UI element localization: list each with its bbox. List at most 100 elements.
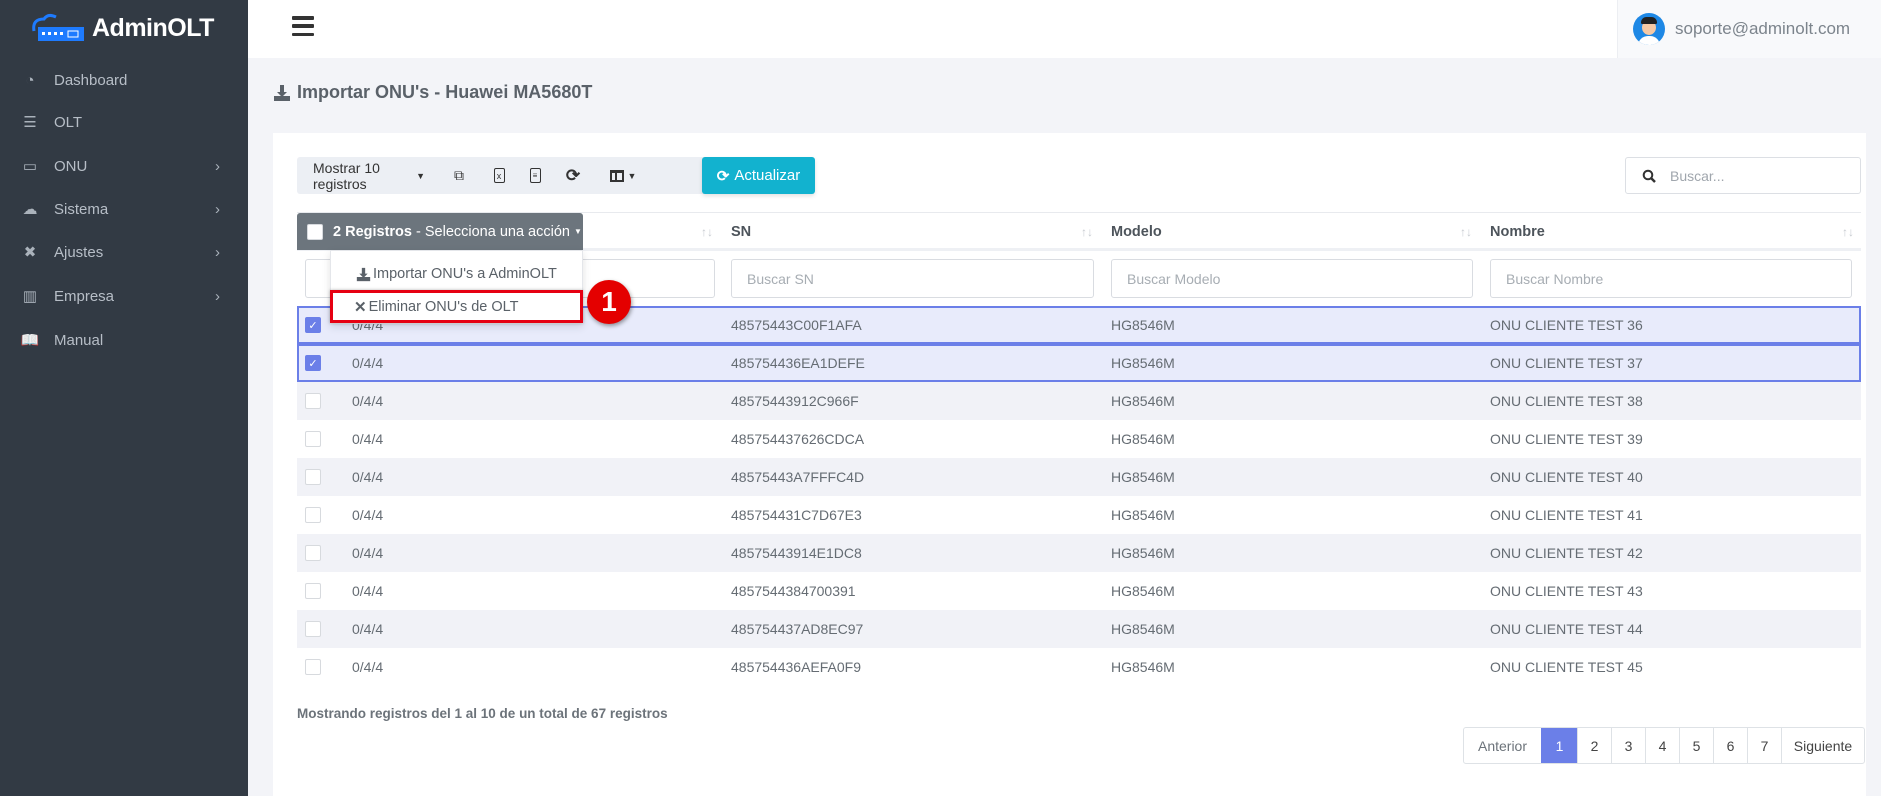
filter-placeholder: Buscar Modelo	[1127, 270, 1221, 287]
filter-sn-input[interactable]: Buscar SN	[731, 259, 1094, 298]
cell-sn: 485754431C7D67E3	[731, 507, 862, 523]
row-checkbox[interactable]	[305, 583, 321, 599]
menu-item-delete[interactable]: ✕ Eliminar ONU's de OLT	[331, 292, 582, 322]
menu-item-import[interactable]: Importar ONU's a AdminOLT	[331, 259, 582, 289]
pagination-page-5[interactable]: 5	[1679, 728, 1713, 763]
book-icon: 📖	[20, 332, 40, 349]
copy-icon: ⧉	[454, 167, 464, 183]
pagination: Anterior 1 2 3 4 5 6 7 Siguiente	[1463, 727, 1865, 764]
cell-port: 0/4/4	[352, 431, 384, 447]
search-icon	[1642, 169, 1656, 183]
table-row[interactable]: 0/4/4 48575443914E1DC8 HG8546M ONU CLIEN…	[297, 534, 1861, 572]
logo-router-icon	[32, 13, 84, 41]
cell-name: ONU CLIENTE TEST 36	[1490, 317, 1643, 333]
pagination-page-4[interactable]: 4	[1645, 728, 1679, 763]
cell-model: HG8546M	[1111, 507, 1175, 523]
pagination-page-1[interactable]: 1	[1541, 728, 1577, 763]
chevron-right-icon: ›	[215, 200, 220, 218]
page-length-dropdown[interactable]: Mostrar 10 registros ▼	[313, 157, 425, 194]
logo-text: AdminOLT	[92, 13, 214, 42]
pagination-next[interactable]: Siguiente	[1781, 728, 1864, 763]
cell-port: 0/4/4	[352, 621, 384, 637]
filter-nombre-input[interactable]: Buscar Nombre	[1490, 259, 1852, 298]
copy-button[interactable]: ⧉	[437, 157, 481, 194]
cell-sn: 48575443A7FFFC4D	[731, 469, 865, 485]
row-checkbox[interactable]	[305, 621, 321, 637]
pagination-page-7[interactable]: 7	[1747, 728, 1781, 763]
cell-sn: 48575443C00F1AFA	[731, 317, 862, 333]
column-header-sn[interactable]: SN	[731, 223, 752, 240]
logo[interactable]: AdminOLT	[28, 10, 214, 46]
cell-port: 0/4/4	[352, 393, 384, 409]
hamburger-menu-icon[interactable]	[292, 16, 314, 36]
table-row[interactable]: 0/4/4 485754437626CDCA HG8546M ONU CLIEN…	[297, 420, 1861, 458]
sort-icon[interactable]: ↑↓	[1842, 224, 1854, 239]
table-row[interactable]: 0/4/4 48575443912C966F HG8546M ONU CLIEN…	[297, 382, 1861, 420]
table-row[interactable]: 0/4/4 485754437AD8EC97 HG8546M ONU CLIEN…	[297, 610, 1861, 648]
cell-name: ONU CLIENTE TEST 42	[1490, 545, 1643, 561]
row-checkbox[interactable]	[305, 469, 321, 485]
sidebar-item-label: ONU	[54, 157, 88, 175]
sidebar-item-dashboard[interactable]: ◔ Dashboard	[0, 60, 248, 100]
sidebar-item-olt[interactable]: ☰ OLT	[0, 102, 248, 142]
sidebar-item-onu[interactable]: ▭ ONU ›	[0, 146, 248, 186]
chevron-right-icon: ›	[215, 287, 220, 305]
row-checkbox[interactable]	[305, 431, 321, 447]
sync-icon: ⟳	[565, 165, 581, 185]
cell-port: 0/4/4	[352, 659, 384, 675]
search-input[interactable]: Buscar...	[1625, 157, 1861, 194]
cell-name: ONU CLIENTE TEST 40	[1490, 469, 1643, 485]
pagination-page-6[interactable]: 6	[1713, 728, 1747, 763]
cell-name: ONU CLIENTE TEST 44	[1490, 621, 1643, 637]
sidebar-item-empresa[interactable]: ▥ Empresa ›	[0, 276, 248, 316]
row-checkbox[interactable]: ✓	[305, 355, 321, 371]
table-row[interactable]: 0/4/4 485754436AEFA0F9 HG8546M ONU CLIEN…	[297, 648, 1861, 686]
server-icon: ☰	[23, 114, 37, 131]
row-checkbox[interactable]: ✓	[305, 317, 321, 333]
row-checkbox[interactable]	[305, 659, 321, 675]
row-checkbox[interactable]	[305, 507, 321, 523]
step-badge: 1	[587, 280, 631, 324]
search-placeholder: Buscar...	[1670, 167, 1725, 184]
cell-sn: 485754437AD8EC97	[731, 621, 864, 637]
refresh-button[interactable]: ⟳ Actualizar	[702, 157, 815, 194]
filter-modelo-input[interactable]: Buscar Modelo	[1111, 259, 1473, 298]
column-header-modelo[interactable]: Modelo	[1111, 223, 1162, 240]
sidebar-item-ajustes[interactable]: ✖ Ajustes ›	[0, 232, 248, 272]
sort-icon[interactable]: ↑↓	[1460, 224, 1472, 239]
cell-model: HG8546M	[1111, 393, 1175, 409]
cell-sn: 485754436AEFA0F9	[731, 659, 861, 675]
excel-button[interactable]: x	[481, 157, 517, 194]
bulk-action-dropdown[interactable]: 2 Registros - Selecciona una acción ▼	[297, 213, 583, 250]
csv-button[interactable]: ≡	[517, 157, 553, 194]
pagination-prev[interactable]: Anterior	[1477, 737, 1528, 754]
download-icon	[274, 84, 290, 101]
user-menu[interactable]: soporte@adminolt.com	[1617, 0, 1881, 58]
sort-icon[interactable]: ↑↓	[701, 224, 713, 239]
table-row[interactable]: 0/4/4 48575443A7FFFC4D HG8546M ONU CLIEN…	[297, 458, 1861, 496]
cell-port: 0/4/4	[352, 507, 384, 523]
sidebar-item-label: OLT	[54, 113, 83, 131]
table-row[interactable]: 0/4/4 4857544384700391 HG8546M ONU CLIEN…	[297, 572, 1861, 610]
column-visibility-button[interactable]: ▼	[593, 157, 653, 194]
sync-icon: ⟳	[716, 167, 730, 185]
cloud-icon: ☁	[22, 201, 38, 218]
pagination-page-2[interactable]: 2	[1577, 728, 1611, 763]
row-checkbox[interactable]	[305, 545, 321, 561]
sort-icon[interactable]: ↑↓	[1081, 224, 1093, 239]
table-row[interactable]: 0/4/4 485754431C7D67E3 HG8546M ONU CLIEN…	[297, 496, 1861, 534]
sidebar-item-sistema[interactable]: ☁ Sistema ›	[0, 189, 248, 229]
sidebar-item-manual[interactable]: 📖 Manual	[0, 320, 248, 360]
caret-down-icon: ▼	[573, 227, 582, 236]
action-prompt: - Selecciona una acción	[411, 223, 570, 240]
column-header-nombre[interactable]: Nombre	[1490, 223, 1545, 240]
row-checkbox[interactable]	[305, 393, 321, 409]
table-row[interactable]: ✓ 0/4/4 485754436EA1DEFE HG8546M ONU CLI…	[297, 344, 1861, 382]
page-title: Importar ONU's - Huawei MA5680T	[273, 82, 592, 103]
cell-port: 0/4/4	[352, 355, 384, 371]
pagination-page-3[interactable]: 3	[1611, 728, 1645, 763]
select-all-checkbox[interactable]	[307, 223, 323, 240]
reload-button[interactable]: ⟳	[553, 157, 593, 194]
cell-sn: 485754437626CDCA	[731, 431, 865, 447]
cell-name: ONU CLIENTE TEST 37	[1490, 355, 1643, 371]
